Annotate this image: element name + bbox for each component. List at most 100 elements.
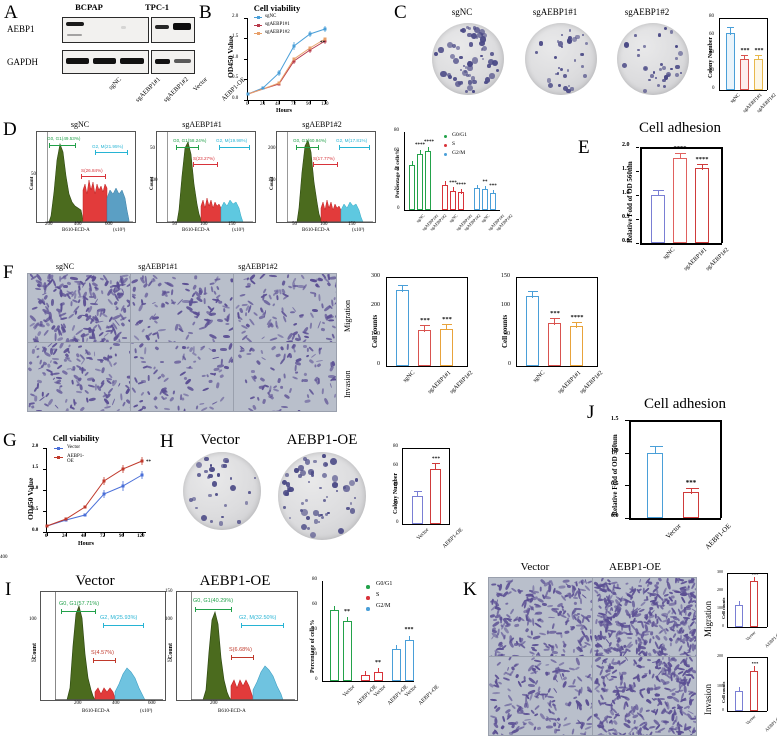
- stained-cell: [329, 276, 336, 281]
- stained-cell: [561, 672, 565, 677]
- stained-cell: [275, 324, 279, 330]
- panel-c-yaxis: [719, 18, 720, 90]
- colony-dot: [196, 472, 202, 478]
- stained-cell: [597, 732, 604, 735]
- panel-i-flow0-ytick-0: 50: [31, 659, 36, 664]
- colony-dot: [300, 523, 308, 531]
- colony-dot: [460, 27, 466, 33]
- stained-cell: [526, 619, 530, 626]
- stained-cell: [288, 353, 293, 359]
- stained-cell: [489, 698, 498, 702]
- panel-c-xaxis: [719, 90, 767, 91]
- panel-e-title: Cell adhesion: [638, 120, 722, 136]
- stained-cell: [49, 359, 52, 364]
- panel-h-sig-1: ***: [431, 456, 441, 462]
- transwell-migration-vector: [488, 577, 593, 657]
- panel-d-legend-1: S: [452, 141, 456, 147]
- colony-dot: [307, 480, 310, 483]
- panel-h-ytick-0: 0: [396, 520, 399, 525]
- stained-cell: [201, 386, 210, 392]
- stained-cell: [638, 691, 644, 699]
- stained-cell: [59, 343, 65, 350]
- stained-cell: [59, 301, 66, 307]
- panel-i-flow0-xtick-0: 200: [74, 701, 82, 706]
- stained-cell: [309, 322, 312, 329]
- panel-g-ytick-2: 1.0: [32, 486, 39, 491]
- panel-h-xaxis: [402, 524, 450, 526]
- panel-g-xlabel: Hours: [78, 541, 95, 547]
- stained-cell: [622, 671, 627, 675]
- stained-cell: [584, 698, 590, 707]
- panel-g-annotation: **: [146, 460, 151, 465]
- stained-cell: [595, 657, 602, 662]
- stained-cell: [114, 408, 121, 411]
- stained-cell: [306, 393, 310, 399]
- gate-label-g2m: G2, M(21.95%): [92, 144, 124, 149]
- colony-dot: [466, 61, 473, 68]
- stained-cell: [309, 358, 315, 364]
- stained-cell: [77, 288, 82, 296]
- panel-d-flow2-ytick-1: 200: [268, 146, 276, 151]
- panel-d-sig-s-1: ***: [449, 181, 457, 186]
- stained-cell: [528, 589, 533, 592]
- stained-cell: [320, 327, 325, 332]
- panel-g-xtick-2: 48: [81, 534, 86, 539]
- band: [67, 34, 82, 36]
- stained-cell: [572, 596, 579, 600]
- stained-cell: [655, 634, 661, 641]
- gate-label-g0g1: G0, G1(57.71%): [59, 601, 100, 607]
- panel-i-cat-g0g1-0: Vector: [341, 684, 357, 699]
- stained-cell: [31, 306, 39, 311]
- stained-cell: [303, 378, 309, 382]
- panel-i-flow1-ytick-2: 150: [165, 589, 173, 594]
- stained-cell: [648, 687, 654, 691]
- stained-cell: [637, 588, 643, 592]
- colony-dot: [327, 511, 330, 515]
- panel-k-chart0-sig-1: ***: [751, 572, 759, 577]
- stained-cell: [182, 282, 190, 286]
- stained-cell: [631, 731, 635, 735]
- colony-dot: [660, 63, 663, 67]
- stained-cell: [500, 725, 505, 730]
- stained-cell: [551, 622, 556, 629]
- stained-cell: [334, 280, 336, 288]
- stained-cell: [76, 390, 83, 394]
- stained-cell: [576, 675, 584, 683]
- stained-cell: [625, 582, 629, 586]
- stained-cell: [561, 733, 566, 735]
- stained-cell: [118, 293, 125, 300]
- colony-dot: [337, 527, 345, 535]
- panel-i-flow-title-0: Vector: [75, 573, 115, 589]
- panel-d-flow2-ytick-0: 100: [268, 178, 276, 183]
- colony-dot: [230, 477, 233, 480]
- stained-cell: [108, 360, 113, 368]
- stained-cell: [142, 365, 148, 370]
- stained-cell: [573, 648, 576, 654]
- bar-sgaebp1-1: [740, 58, 749, 90]
- panel-d-flow1-xtick-1: 100: [200, 222, 208, 227]
- transwell-invasion-sgaebp1-2: [233, 342, 337, 412]
- bar-migration-sgnc: [396, 290, 409, 366]
- colony-dot: [488, 58, 494, 65]
- panel-f-chart0-ytick-2: 200: [371, 302, 380, 308]
- colony-dot: [349, 508, 355, 514]
- bar-g0g1-vector: [330, 609, 339, 681]
- panel-k-col-title-0: Vector: [520, 561, 550, 573]
- gate-label-g0g1: G0, G1(49.53%): [47, 136, 81, 141]
- panel-f-chart1-ytick-1: 50: [504, 331, 510, 337]
- stained-cell: [182, 299, 190, 303]
- bar-invasion-aebp1-oe: [750, 670, 758, 711]
- stained-cell: [544, 663, 549, 666]
- colony-dot: [567, 85, 570, 88]
- colony-dot: [465, 26, 469, 30]
- panel-a-row-label-aebp1: AEBP1: [7, 24, 35, 34]
- stained-cell: [147, 374, 150, 381]
- colony-dot: [237, 520, 241, 524]
- panel-h-ytick-4: 80: [393, 444, 398, 449]
- colony-dot: [281, 479, 287, 485]
- colony-dot: [229, 484, 236, 491]
- stained-cell: [491, 691, 500, 695]
- panel-b-legend-label-2: sgAEBP1#2: [265, 30, 290, 35]
- stained-cell: [666, 696, 673, 700]
- panel-d-flow0-xunit: (x10³): [113, 228, 126, 233]
